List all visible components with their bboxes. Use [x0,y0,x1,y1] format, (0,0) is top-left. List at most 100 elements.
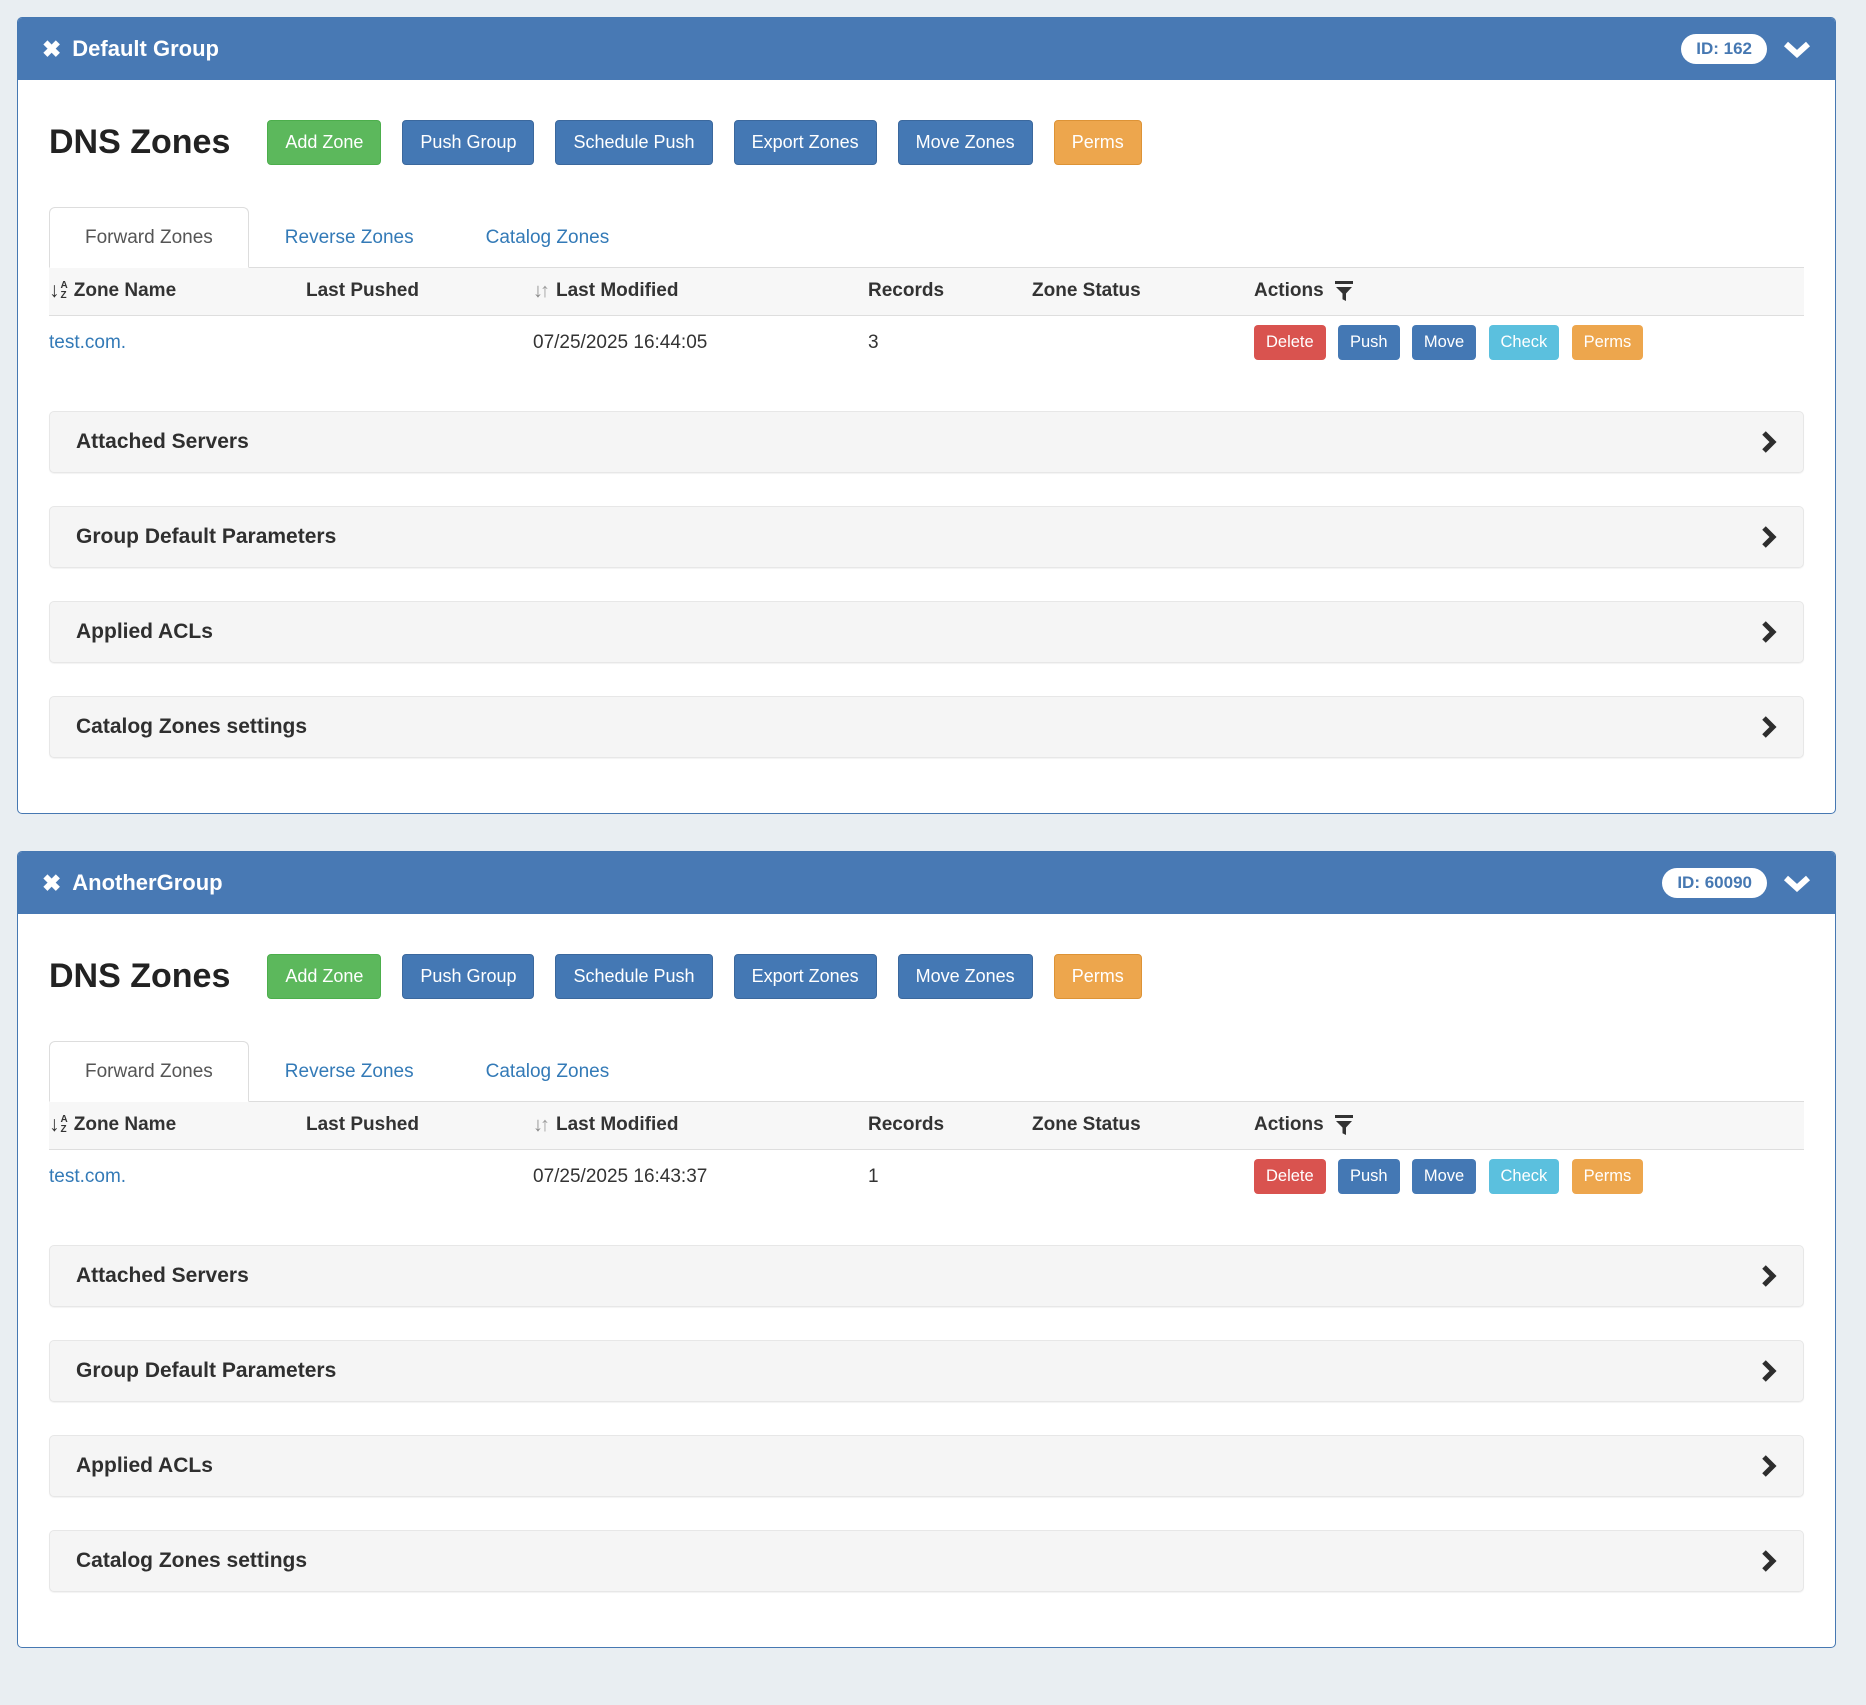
zones-table: ↓ A Z Zone Name Last Pushed ↓ ↑ Last Modifi… [49,1102,1804,1212]
accordion-group-default-parameters[interactable]: Group Default Parameters [49,506,1804,568]
sort-alpha-down-icon[interactable]: ↓ A Z [49,279,68,302]
column-last-modified[interactable]: ↓ ↑ Last Modified [533,268,868,316]
sort-icon[interactable]: ↓ ↑ [533,1113,550,1136]
push-group-button[interactable]: Push Group [402,120,535,165]
close-icon[interactable]: ✖ [42,869,62,896]
chevron-right-icon [1761,1263,1777,1289]
chevron-right-icon [1761,1358,1777,1384]
chevron-right-icon [1761,619,1777,645]
chevron-right-icon [1761,429,1777,455]
group-panel-another-group: ✖ AnotherGroup ID: 60090 DNS Zones Add Z… [17,851,1836,1648]
zones-table: ↓ A Z Zone Name Last Pushed ↓ ↑ Last Modifi… [49,268,1804,378]
accordion-applied-acls[interactable]: Applied ACLs [49,601,1804,663]
tab-reverse-zones[interactable]: Reverse Zones [284,1061,414,1082]
perms-button[interactable]: Perms [1053,954,1142,999]
column-zone-status: Zone Status [1032,268,1254,316]
chevron-right-icon [1761,524,1777,550]
group-panel-body: DNS Zones Add Zone Push Group Schedule P… [18,80,1835,813]
zone-tabs: Forward Zones Reverse Zones Catalog Zone… [49,1041,1804,1102]
row-actions: Delete Push Move Check Perms [1254,315,1804,378]
chevron-down-icon[interactable] [1783,40,1811,58]
tab-catalog-zones[interactable]: Catalog Zones [485,227,610,248]
column-zone-status: Zone Status [1032,1102,1254,1150]
chevron-right-icon [1761,1453,1777,1479]
column-last-pushed: Last Pushed [306,1102,533,1150]
records-value: 3 [868,331,879,353]
group-id-badge: ID: 60090 [1662,868,1767,898]
column-last-pushed: Last Pushed [306,268,533,316]
push-group-button[interactable]: Push Group [402,954,535,999]
schedule-push-button[interactable]: Schedule Push [555,954,713,999]
zone-status-value [1032,315,1254,378]
page-title: DNS Zones [49,123,231,161]
accordion-catalog-zones-settings[interactable]: Catalog Zones settings [49,696,1804,758]
move-button[interactable]: Move [1411,1159,1477,1195]
push-button[interactable]: Push [1337,1159,1400,1195]
group-panel-header: ✖ AnotherGroup ID: 60090 [18,852,1835,914]
chevron-right-icon [1761,1548,1777,1574]
table-header-row: ↓ A Z Zone Name Last Pushed ↓ ↑ Last Modifi… [49,1102,1804,1150]
chevron-right-icon [1761,714,1777,740]
export-zones-button[interactable]: Export Zones [733,954,877,999]
zone-name-link[interactable]: test.com. [49,1165,127,1187]
move-button[interactable]: Move [1411,325,1477,361]
heading-row: DNS Zones Add Zone Push Group Schedule P… [49,120,1804,165]
heading-row: DNS Zones Add Zone Push Group Schedule P… [49,954,1804,999]
sort-icon[interactable]: ↓ ↑ [533,279,550,302]
zone-status-value [1032,1149,1254,1212]
move-zones-button[interactable]: Move Zones [897,120,1033,165]
column-actions: Actions [1254,1102,1804,1150]
filter-icon[interactable] [1334,1114,1354,1136]
sort-alpha-down-icon[interactable]: ↓ A Z [49,1113,68,1136]
tab-forward-zones[interactable]: Forward Zones [49,207,249,268]
export-zones-button[interactable]: Export Zones [733,120,877,165]
table-row: test.com. 07/25/2025 16:44:05 3 Delete P… [49,315,1804,378]
column-records: Records [868,268,1032,316]
column-last-modified[interactable]: ↓ ↑ Last Modified [533,1102,868,1150]
column-zone-name[interactable]: ↓ A Z Zone Name [49,268,306,316]
add-zone-button[interactable]: Add Zone [267,954,382,999]
last-modified-value: 07/25/2025 16:44:05 [533,331,708,353]
tab-reverse-zones[interactable]: Reverse Zones [284,227,414,248]
table-row: test.com. 07/25/2025 16:43:37 1 Delete P… [49,1149,1804,1212]
row-perms-button[interactable]: Perms [1571,325,1644,361]
column-actions: Actions [1254,268,1804,316]
tab-forward-zones[interactable]: Forward Zones [49,1041,249,1102]
row-actions: Delete Push Move Check Perms [1254,1149,1804,1212]
accordion-attached-servers[interactable]: Attached Servers [49,1245,1804,1307]
add-zone-button[interactable]: Add Zone [267,120,382,165]
group-panel-body: DNS Zones Add Zone Push Group Schedule P… [18,914,1835,1647]
table-header-row: ↓ A Z Zone Name Last Pushed ↓ ↑ Last Modifi… [49,268,1804,316]
tab-catalog-zones[interactable]: Catalog Zones [485,1061,610,1082]
group-id-badge: ID: 162 [1681,34,1767,64]
column-records: Records [868,1102,1032,1150]
check-button[interactable]: Check [1488,1159,1560,1195]
move-zones-button[interactable]: Move Zones [897,954,1033,999]
delete-button[interactable]: Delete [1254,325,1326,361]
row-perms-button[interactable]: Perms [1571,1159,1644,1195]
accordion-group-default-parameters[interactable]: Group Default Parameters [49,1340,1804,1402]
last-pushed-value [306,1149,533,1212]
page-title: DNS Zones [49,957,231,995]
check-button[interactable]: Check [1488,325,1560,361]
zone-tabs: Forward Zones Reverse Zones Catalog Zone… [49,207,1804,268]
perms-button[interactable]: Perms [1053,120,1142,165]
close-icon[interactable]: ✖ [42,35,62,62]
delete-button[interactable]: Delete [1254,1159,1326,1195]
group-panel-default-group: ✖ Default Group ID: 162 DNS Zones Add Zo… [17,17,1836,814]
accordion-attached-servers[interactable]: Attached Servers [49,411,1804,473]
group-title: AnotherGroup [72,870,223,895]
group-panel-header: ✖ Default Group ID: 162 [18,18,1835,80]
zone-name-link[interactable]: test.com. [49,331,127,353]
chevron-down-icon[interactable] [1783,874,1811,892]
accordion-catalog-zones-settings[interactable]: Catalog Zones settings [49,1530,1804,1592]
accordion-applied-acls[interactable]: Applied ACLs [49,1435,1804,1497]
schedule-push-button[interactable]: Schedule Push [555,120,713,165]
column-zone-name[interactable]: ↓ A Z Zone Name [49,1102,306,1150]
filter-icon[interactable] [1334,280,1354,302]
group-title: Default Group [72,36,219,61]
last-modified-value: 07/25/2025 16:43:37 [533,1165,708,1187]
last-pushed-value [306,315,533,378]
records-value: 1 [868,1165,879,1187]
push-button[interactable]: Push [1337,325,1400,361]
